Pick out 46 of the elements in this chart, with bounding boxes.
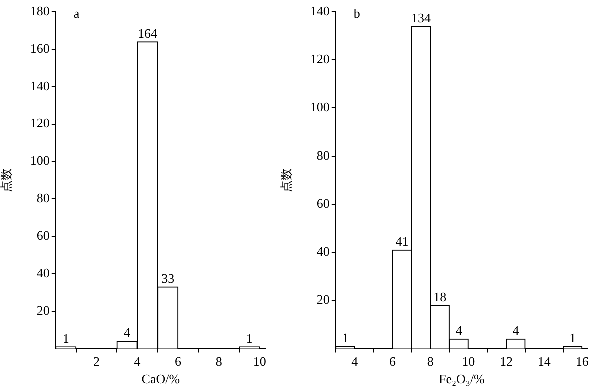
y-tick-label: 40 [316,244,330,259]
data-label: 4 [512,323,520,338]
data-label: 4 [456,323,463,338]
x-tick-label: 6 [175,354,182,370]
x-tick-label: 4 [352,354,359,370]
x-tick-label: 8 [427,354,434,370]
x-tick-label: 10 [462,354,476,370]
y-tick-label: 40 [36,265,50,280]
y-tick-label: 180 [30,3,50,18]
y-tick-label: 60 [36,228,50,243]
y-tick-label: 100 [30,153,50,168]
x-tick-label: 12 [500,354,513,370]
y-tick-label: 80 [316,148,330,163]
data-label: 4 [124,325,132,340]
y-tick-label: 120 [310,52,330,67]
data-label: 33 [162,270,175,286]
y-tick-label: 140 [30,78,50,94]
x-tick-label: 14 [538,354,552,370]
x-tick-label: 16 [576,354,590,370]
x-tick-label: 10 [253,354,266,370]
data-label: 41 [396,234,409,250]
y-tick-label: 100 [310,100,330,115]
data-label: 164 [138,26,158,41]
y-tick-label: 20 [316,292,330,308]
x-axis-title: CaO/% [142,372,180,387]
data-label: 134 [411,10,432,26]
x-tick-label: 2 [93,354,100,370]
data-label: 1 [246,330,253,346]
x-tick-label: 4 [134,354,142,370]
y-tick-label: 160 [30,40,50,56]
data-label: 1 [570,330,576,346]
chart-title: b [354,6,360,21]
y-tick-label: 60 [316,196,330,211]
x-axis-title: Fe₂O₃/% [438,372,486,387]
x-tick-label: 6 [390,354,397,370]
y-axis-title: 点数 [0,168,14,192]
data-label: 1 [62,330,70,346]
y-axis-title: 点数 [279,168,294,192]
y-tick-label: 80 [36,190,50,206]
y-tick-label: 140 [310,3,330,18]
y-tick-label: 120 [30,116,50,131]
y-tick-label: 20 [36,302,50,318]
data-label: 1 [342,330,349,346]
x-tick-label: 8 [216,354,222,370]
data-label: 18 [434,289,447,304]
chart-title: a [74,6,80,21]
